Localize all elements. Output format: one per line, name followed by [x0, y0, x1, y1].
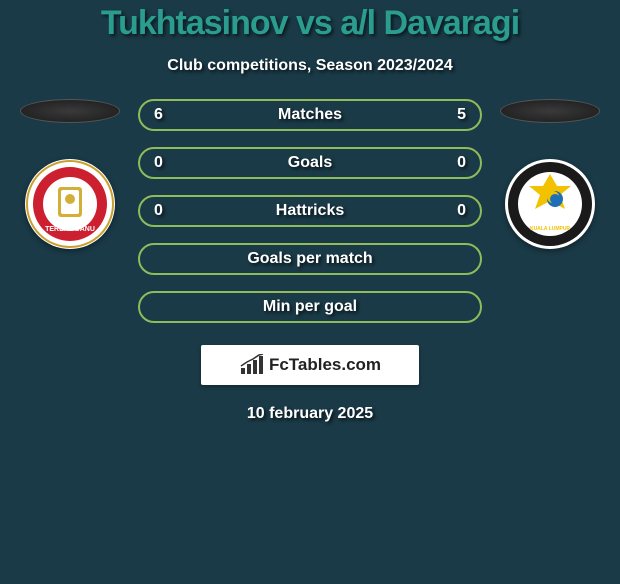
stat-label: Min per goal	[263, 298, 357, 316]
club-badge-left: TERENGGANU	[25, 159, 115, 249]
stat-label: Matches	[278, 106, 342, 124]
chart-icon	[239, 354, 265, 376]
infographic-container: Tukhtasinov vs a/l Davaragi Club competi…	[0, 4, 620, 423]
stat-row-matches: 6 Matches 5	[138, 99, 482, 131]
terengganu-badge-icon: TERENGGANU	[25, 159, 115, 249]
stat-label: Hattricks	[276, 202, 344, 220]
stat-label: Goals	[288, 154, 332, 172]
stat-right-value: 5	[446, 106, 466, 124]
stat-row-min-per-goal: Min per goal	[138, 291, 482, 323]
subtitle: Club competitions, Season 2023/2024	[0, 57, 620, 75]
page-title: Tukhtasinov vs a/l Davaragi	[0, 4, 620, 43]
stat-left-value: 0	[154, 202, 174, 220]
stat-right-value: 0	[446, 202, 466, 220]
stats-column: 6 Matches 5 0 Goals 0 0 Hattricks 0 Goal…	[130, 99, 490, 323]
stat-left-value: 0	[154, 154, 174, 172]
stat-label: Goals per match	[247, 250, 372, 268]
kuala-lumpur-badge-icon: KUALA LUMPUR	[505, 159, 595, 249]
svg-text:KUALA LUMPUR: KUALA LUMPUR	[530, 226, 570, 232]
stat-row-goals-per-match: Goals per match	[138, 243, 482, 275]
stat-left-value: 6	[154, 106, 174, 124]
brand-text: FcTables.com	[269, 355, 381, 375]
date-line: 10 february 2025	[0, 405, 620, 423]
stat-row-goals: 0 Goals 0	[138, 147, 482, 179]
svg-text:TERENGGANU: TERENGGANU	[45, 226, 95, 233]
right-column: KUALA LUMPUR	[490, 99, 610, 249]
left-column: TERENGGANU	[10, 99, 130, 249]
player-photo-right	[500, 99, 600, 123]
player-photo-left	[20, 99, 120, 123]
stat-row-hattricks: 0 Hattricks 0	[138, 195, 482, 227]
brand-box[interactable]: FcTables.com	[201, 345, 419, 385]
club-badge-right: KUALA LUMPUR	[505, 159, 595, 249]
main-row: TERENGGANU 6 Matches 5 0 Goals 0 0 H	[0, 99, 620, 323]
stat-right-value: 0	[446, 154, 466, 172]
